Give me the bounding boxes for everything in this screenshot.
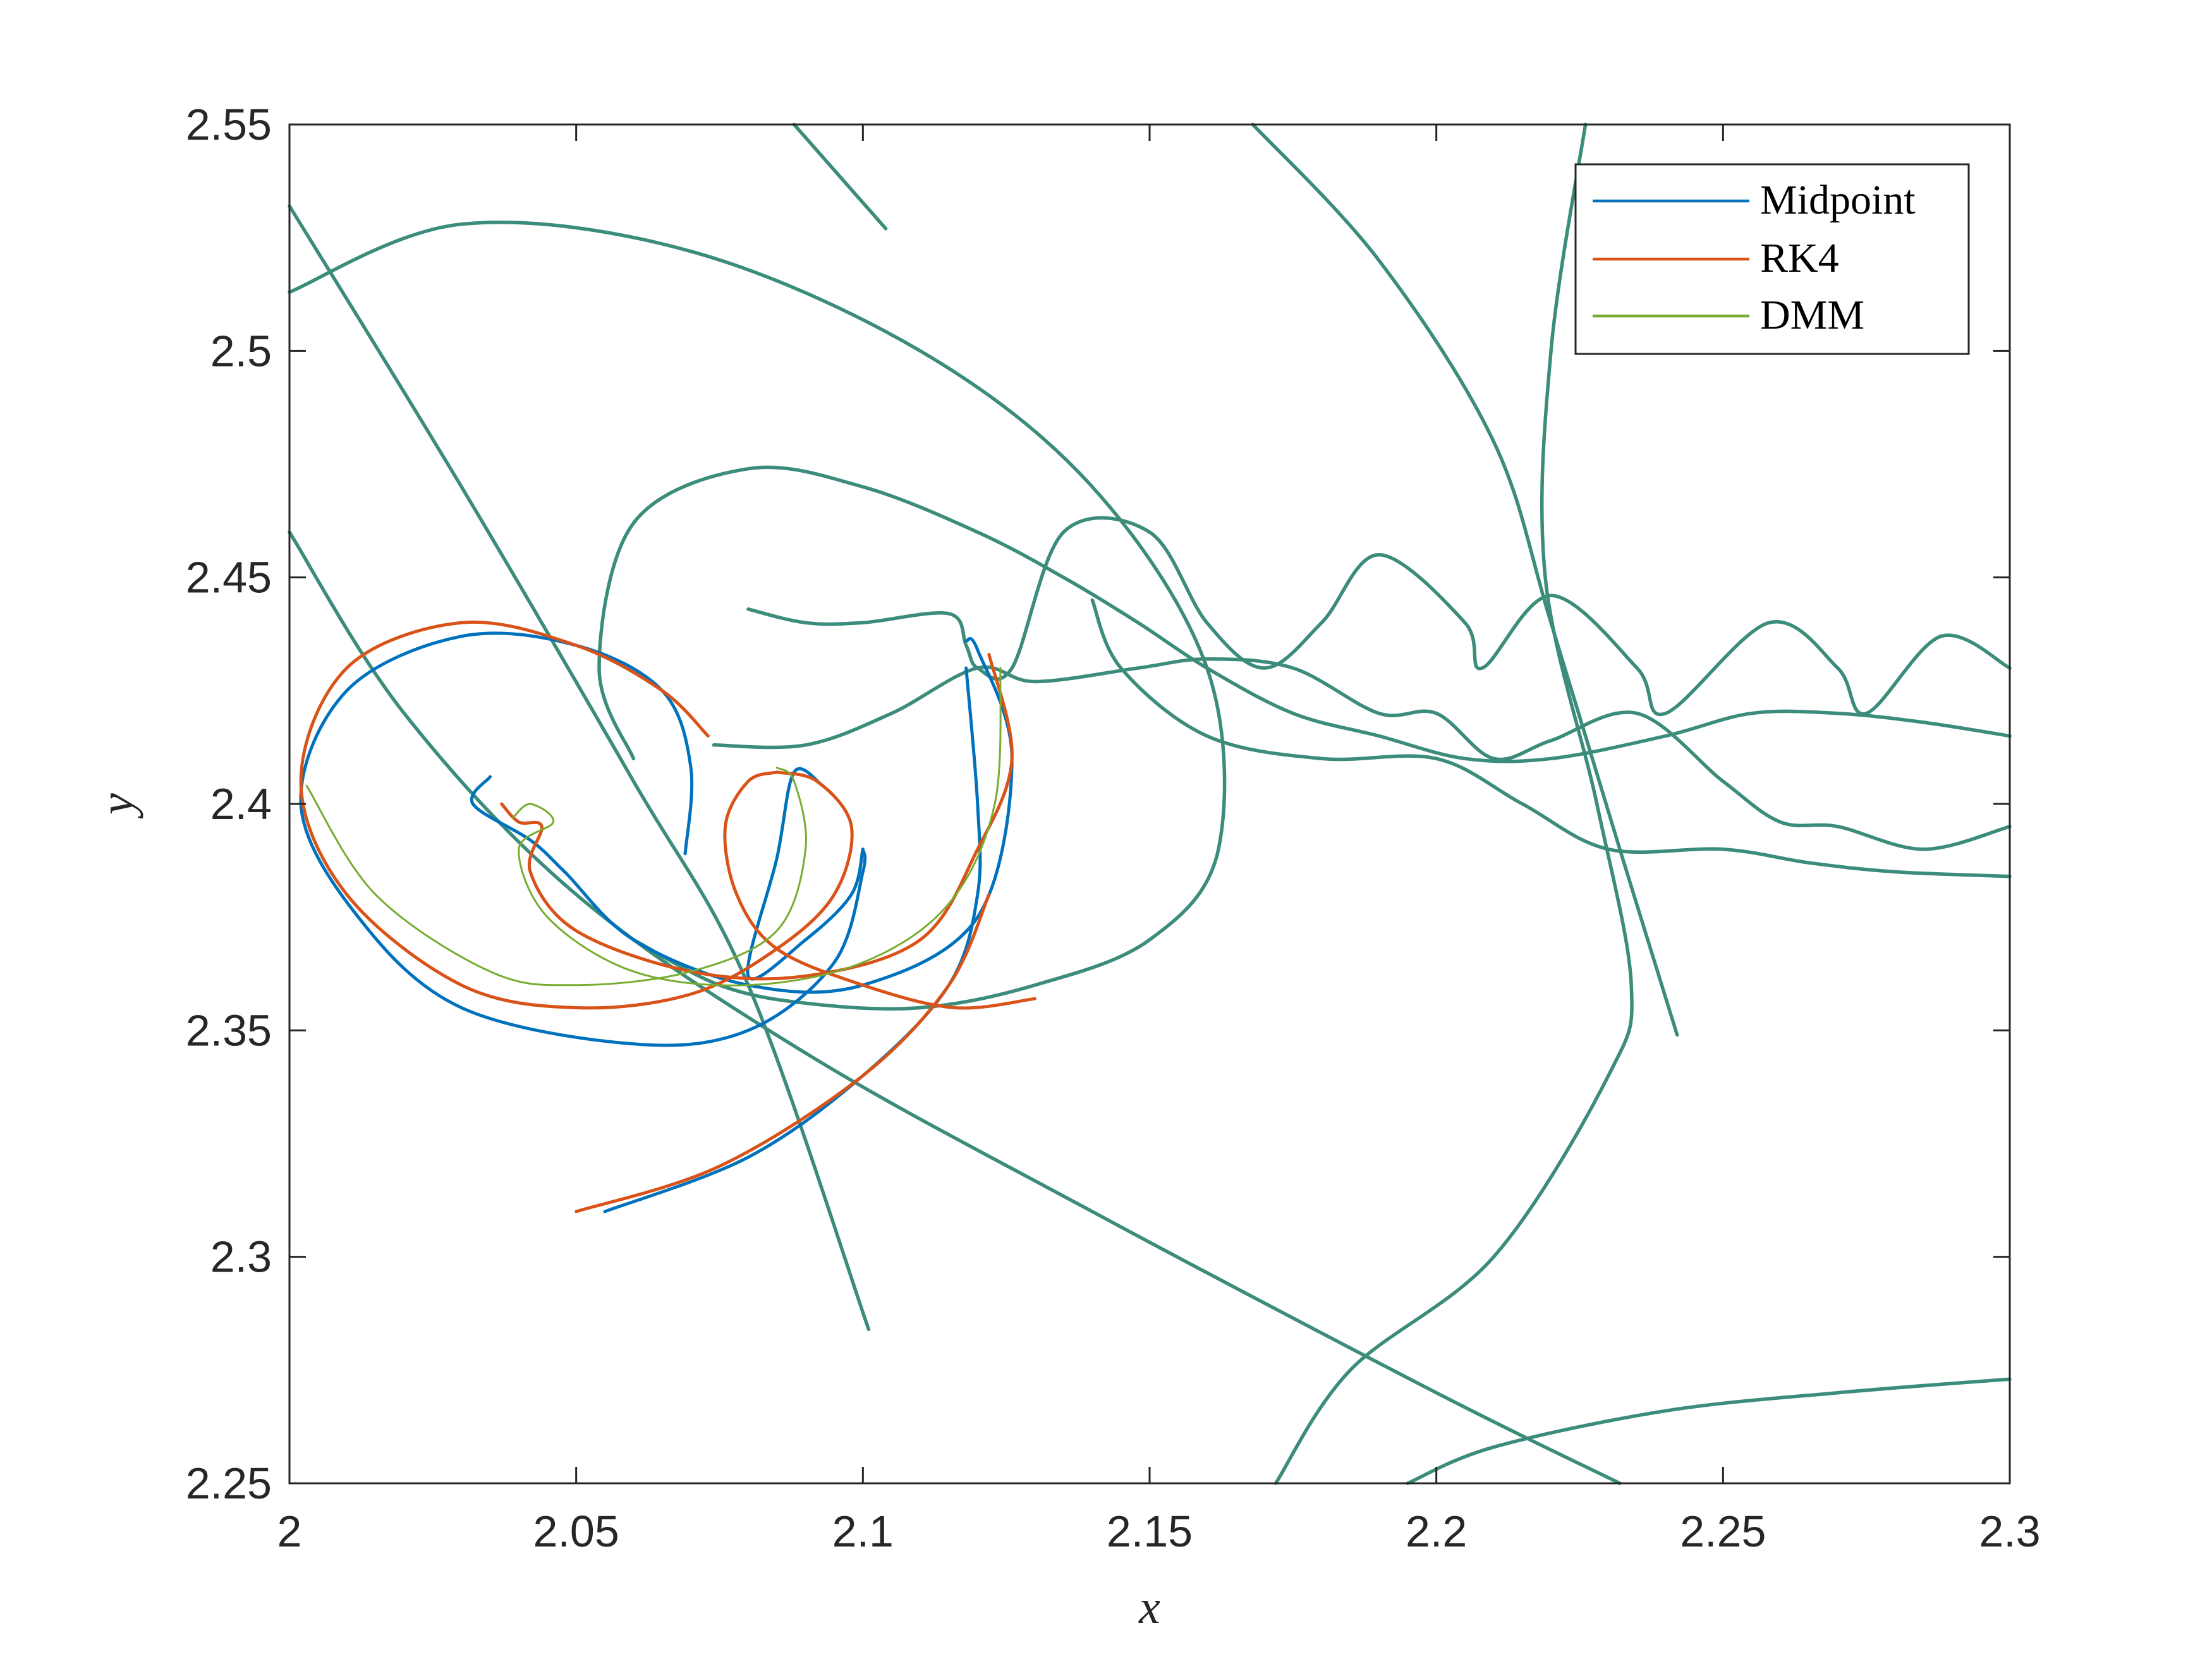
- series-lines: [288, 123, 2012, 1485]
- dmm-series-line: [512, 667, 1002, 987]
- x-tick-label: 2.05: [533, 1507, 619, 1556]
- y-tick-label: 2.35: [186, 1006, 272, 1055]
- x-tick-label: 2.15: [1107, 1507, 1193, 1556]
- shared-trajectory-line: [1251, 123, 1679, 1037]
- x-tick-label: 2.2: [1406, 1507, 1467, 1556]
- shared-trajectory-line: [1406, 1377, 2012, 1485]
- x-tick-label: 2: [277, 1507, 302, 1556]
- shared-trajectory-line: [288, 221, 1227, 1011]
- y-tick-label: 2.5: [210, 326, 272, 375]
- shared-trajectory-line: [792, 123, 888, 231]
- legend-label-midpoint: Midpoint: [1760, 177, 1916, 223]
- x-tick-label: 2.1: [832, 1507, 894, 1556]
- dmm-series-line: [305, 767, 807, 987]
- shared-trajectory-line: [746, 516, 2012, 717]
- x-tick-label: 2.3: [1979, 1507, 2040, 1556]
- shared-trajectory-line: [1090, 598, 2012, 878]
- shared-trajectory-line: [288, 530, 1622, 1485]
- legend-label-rk4: RK4: [1760, 235, 1839, 281]
- x-axis-label: x: [1138, 1581, 1160, 1634]
- midpoint-series-line: [299, 631, 867, 1047]
- rk4-series-line: [723, 770, 1036, 1010]
- legend: Midpoint RK4 DMM: [1574, 163, 1970, 355]
- rk4-series-line: [299, 620, 854, 1010]
- rk4-series-line: [574, 892, 991, 1213]
- x-tick-label: 2.25: [1680, 1507, 1766, 1556]
- y-tick-label: 2.55: [186, 100, 272, 149]
- shared-trajectory-line: [1273, 123, 1634, 1485]
- y-tick-label: 2.4: [210, 779, 272, 829]
- y-tick-label: 2.45: [186, 553, 272, 602]
- rk4-series-line: [500, 653, 1014, 981]
- y-tick-label: 2.25: [186, 1459, 272, 1508]
- y-tick-label: 2.3: [210, 1232, 272, 1282]
- shared-trajectory-line: [712, 657, 2012, 851]
- shared-trajectory-line: [597, 465, 2012, 763]
- legend-label-dmm: DMM: [1760, 292, 1864, 338]
- y-axis-label: y: [90, 793, 143, 819]
- shared-trajectory-line: [288, 204, 871, 1332]
- axis-ticks: 2 2.05 2.1 2.15 2.2 2.25 2.3 2.25 2.3 2.35 2.4 2.45…: [186, 100, 2041, 1556]
